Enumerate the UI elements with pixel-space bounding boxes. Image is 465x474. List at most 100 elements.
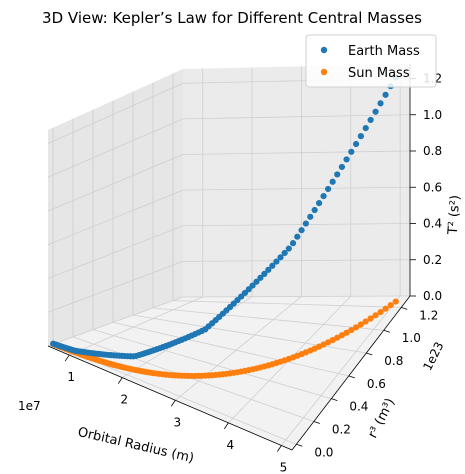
tick-labels: 1 2 3 4 5 0.0 0.2 0.4 0.6 0.8 1.0 1.2 0.0 0.2 0.4 0.6 0.… [64, 72, 442, 474]
x-tick-label: 2 [120, 393, 128, 407]
grid-line [182, 186, 411, 191]
earth-mass-point [241, 289, 249, 297]
z-tick-label: 1.0 [423, 108, 442, 122]
grid-line [47, 296, 184, 347]
y-tick-mark [296, 443, 303, 447]
legend-label-earth: Earth Mass [348, 44, 420, 59]
axis-panes [48, 64, 410, 450]
x-tick-mark [64, 354, 70, 362]
z-tick-label: 0.8 [423, 144, 442, 158]
sun-mass-point [362, 318, 369, 325]
earth-mass-point [315, 200, 323, 207]
earth-mass-point [320, 192, 327, 200]
earth-mass-point [343, 156, 350, 163]
grid-line [47, 261, 184, 313]
earth-mass-point [348, 148, 355, 155]
y-tick-mark [331, 398, 338, 402]
earth-mass-point [257, 274, 264, 281]
y-tick-mark [348, 375, 355, 379]
y-tick-label: 0.8 [384, 354, 403, 368]
sun-mass-point [367, 315, 374, 322]
earth-mass-point [307, 213, 314, 220]
legend-marker-sun [320, 68, 328, 76]
sun-mass-point [343, 329, 350, 336]
sun-mass-point [387, 302, 394, 309]
sun-mass-point [338, 332, 345, 339]
earth-mass-point [367, 116, 374, 124]
earth-mass-point [285, 245, 292, 252]
z-tick-label: 0.2 [423, 253, 442, 267]
grid-line [132, 314, 367, 354]
grid-line [152, 307, 384, 331]
legend: Earth Mass Sun Mass [305, 34, 437, 88]
earth-mass-point [352, 140, 360, 148]
grid-line [72, 336, 314, 422]
grid-line [281, 295, 401, 446]
x-tick-mark [224, 422, 229, 430]
x-tick-mark [277, 445, 282, 452]
grid-line [69, 296, 203, 356]
grid-line [47, 82, 184, 144]
earth-mass-point [261, 270, 268, 277]
chart-title: 3D View: Kepler’s Law for Different Cent… [42, 9, 422, 27]
earth-mass-point [253, 278, 260, 285]
x-axis-line [47, 345, 293, 451]
y-tick-label: 0.2 [332, 422, 351, 436]
y-tick-mark [401, 307, 408, 310]
earth-mass-point [269, 262, 276, 269]
earth-mass-point [302, 220, 309, 227]
grid-line [182, 114, 411, 120]
y-tick-label: 0.0 [314, 445, 333, 459]
earth-mass-point [249, 282, 256, 289]
data-points [50, 74, 399, 380]
earth-mass-point [281, 249, 288, 257]
sun-mass-point [392, 298, 399, 305]
x-tick-mark [117, 377, 123, 384]
grid-line [47, 118, 184, 178]
earth-mass-point [382, 91, 389, 98]
grid-line [92, 329, 332, 400]
y-tick-label: 0.4 [349, 400, 368, 414]
legend-box [305, 34, 437, 88]
earth-mass-point [329, 178, 336, 185]
back-pane [183, 64, 410, 297]
earth-mass-point [298, 227, 305, 234]
x-axis-label: Orbital Radius (m) [76, 425, 195, 466]
x-tick-mark [170, 400, 176, 407]
x-tick-label: 1 [67, 370, 75, 384]
sun-mass-point [348, 326, 355, 334]
earth-mass-point [377, 100, 384, 107]
y-axis-line [291, 295, 411, 451]
earth-mass-point [277, 254, 284, 261]
earth-mass-point [324, 185, 332, 193]
legend-marker-earth [320, 46, 328, 54]
grid-line [47, 225, 184, 279]
y-tick-mark [383, 329, 390, 333]
y-tick-label: 1.0 [402, 331, 421, 345]
legend-label-sun: Sun Mass [348, 66, 410, 81]
x-tick-label: 4 [227, 438, 235, 452]
axis-edges [47, 64, 411, 451]
grid-line [47, 154, 184, 212]
earth-mass-point [265, 266, 272, 273]
y-axis-multiplier: 1e23 [420, 340, 446, 373]
earth-mass-point [334, 171, 341, 178]
sun-mass-point [329, 336, 336, 344]
x-tick-label: 3 [173, 415, 181, 429]
sun-mass-point [377, 308, 384, 316]
earth-mass-point [357, 133, 364, 140]
y-axis-label: r³ (m³) [366, 396, 399, 441]
z-tick-label: 0.0 [423, 289, 442, 303]
z-axis-label: T² (s²) [446, 195, 464, 236]
y-tick-mark [366, 352, 373, 356]
grid-line [182, 259, 411, 262]
earth-mass-point [273, 258, 280, 265]
sun-mass-point [352, 324, 360, 331]
grid-line [172, 300, 402, 308]
earth-mass-point [245, 286, 252, 293]
earth-mass-point [311, 206, 318, 214]
side-pane [48, 69, 183, 346]
x-axis-multiplier: 1e7 [18, 399, 41, 413]
earth-mass-point [294, 233, 301, 240]
